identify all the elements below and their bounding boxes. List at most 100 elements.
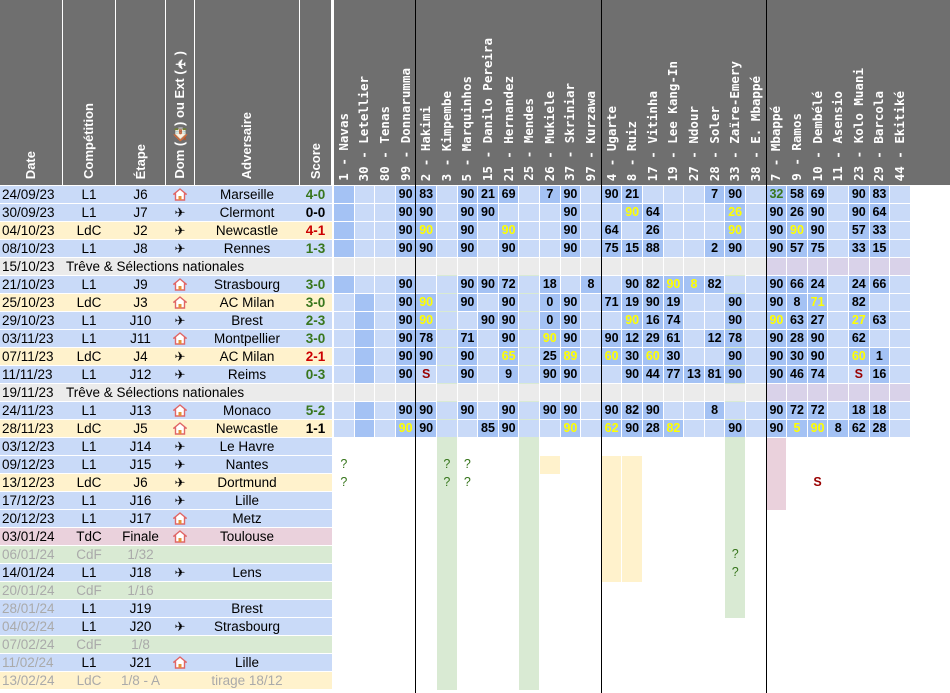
player-cell: 15 — [869, 240, 890, 257]
player-cell — [334, 312, 354, 329]
player-header[interactable]: 23 - Kolo Muani — [849, 0, 869, 185]
match-row[interactable]: 20/01/24 CdF 1/16 — [0, 582, 332, 599]
player-header[interactable]: 1 - Navas — [334, 0, 354, 185]
player-name: 7 - Mbappé — [768, 105, 784, 181]
player-cell — [704, 420, 725, 437]
match-row[interactable]: 09/12/23 L1 J15 ✈ Nantes — [0, 456, 332, 473]
match-row[interactable]: 03/12/23 L1 J14 ✈ Le Havre — [0, 438, 332, 455]
player-header[interactable]: 19 - Lee Kang-In — [663, 0, 684, 185]
player-header[interactable]: 29 - Barcola — [869, 0, 890, 185]
player-header[interactable]: 10 - Dembélé — [807, 0, 828, 185]
player-name: 80 - Tenas — [376, 105, 392, 181]
match-row[interactable]: 14/01/24 L1 J18 ✈ Lens — [0, 564, 332, 581]
row-score: 3-0 — [305, 331, 326, 346]
match-row[interactable]: 04/10/23 LdC J2 ✈ Newcastle 4-1 — [0, 222, 332, 239]
break-cell — [663, 384, 684, 401]
player-cell: 90 — [725, 420, 745, 437]
player-header[interactable]: 25 - Mendes — [519, 0, 539, 185]
player-cell — [519, 402, 539, 419]
match-row[interactable]: 20/12/23 L1 J17 Metz — [0, 510, 332, 527]
player-header[interactable]: 27 - Ndour — [684, 0, 704, 185]
player-cell: 74 — [807, 366, 828, 383]
player-cell — [498, 204, 519, 221]
gap-column — [332, 0, 334, 693]
match-row[interactable]: 30/09/23 L1 J7 ✈ Clermont 0-0 — [0, 204, 332, 221]
player-header[interactable]: 80 - Tenas — [375, 0, 395, 185]
match-row[interactable]: 24/11/23 L1 J13 Monaco 5-2 — [0, 402, 332, 419]
match-row[interactable]: 21/10/23 L1 J9 Strasbourg 3-0 — [0, 276, 332, 293]
player-header[interactable]: 97 - Kurzawa — [581, 0, 601, 185]
row-date: 24/11/23 — [2, 403, 54, 418]
player-cell — [519, 420, 539, 437]
player-cell: 15 — [622, 240, 642, 257]
player-cell — [622, 222, 642, 239]
player-header[interactable]: 4 - Ugarte — [601, 0, 622, 185]
player-cell: 90 — [457, 240, 478, 257]
match-row[interactable]: 28/11/23 LdC J5 Newcastle 1-1 — [0, 420, 332, 437]
match-row[interactable]: 15/10/23 Trêve & Sélections nationales — [0, 258, 332, 275]
player-cell — [746, 240, 766, 257]
player-cell — [684, 240, 704, 257]
player-cell: 90 — [416, 294, 436, 311]
player-header[interactable]: 28 - Soler — [704, 0, 725, 185]
match-row[interactable]: 17/12/23 L1 J16 ✈ Lille — [0, 492, 332, 509]
player-header[interactable]: 5 - Marquinhos — [457, 0, 478, 185]
player-header[interactable]: 9 - Ramos — [787, 0, 807, 185]
player-header[interactable]: 37 - Skriniar — [560, 0, 581, 185]
player-header[interactable]: 38 - E. Mbappé — [746, 0, 766, 185]
row-opponent: Metz — [232, 511, 262, 526]
match-row[interactable]: 06/01/24 CdF 1/32 — [0, 546, 332, 563]
match-row[interactable]: 13/02/24 LdC 1/8 - A tirage 18/12 — [0, 672, 332, 689]
player-cell: 0 — [540, 294, 560, 311]
player-cell: 64 — [869, 204, 890, 221]
player-cell: 18 — [540, 276, 560, 293]
row-competition: L1 — [81, 439, 97, 454]
player-cell: 90 — [560, 204, 581, 221]
row-competition: LdC — [76, 295, 102, 310]
player-header[interactable]: 11 - Asensio — [828, 0, 848, 185]
player-header[interactable]: 15 - Danilo Pereira — [478, 0, 498, 185]
player-cell: 9 — [498, 366, 519, 383]
match-row[interactable]: 07/11/23 LdC J4 ✈ AC Milan 2-1 — [0, 348, 332, 365]
match-row[interactable]: 11/02/24 L1 J21 Lille — [0, 654, 332, 671]
match-row[interactable]: 25/10/23 LdC J3 AC Milan 3-0 — [0, 294, 332, 311]
row-competition: L1 — [81, 187, 97, 202]
match-row[interactable]: 19/11/23 Trêve & Sélections nationales — [0, 384, 332, 401]
match-row[interactable]: 29/10/23 L1 J10 ✈ Brest 2-3 — [0, 312, 332, 329]
match-row[interactable]: 28/01/24 L1 J19 Brest — [0, 600, 332, 617]
match-row[interactable]: 11/11/23 L1 J12 ✈ Reims 0-3 — [0, 366, 332, 383]
player-cell: 90 — [416, 222, 436, 239]
row-opponent — [195, 582, 299, 600]
player-header[interactable]: 8 - Ruiz — [622, 0, 642, 185]
match-row[interactable]: 08/10/23 L1 J8 ✈ Rennes 1-3 — [0, 240, 332, 257]
player-cell: 30 — [787, 348, 807, 365]
player-header[interactable]: 7 - Mbappé — [766, 0, 787, 185]
match-row[interactable]: 03/11/23 L1 J11 Montpellier 3-0 — [0, 330, 332, 347]
player-header[interactable]: 30 - Letellier — [354, 0, 375, 185]
match-row[interactable]: 04/02/24 L1 J20 ✈ Strasbourg — [0, 618, 332, 635]
player-header[interactable]: 17 - Vitinha — [643, 0, 663, 185]
player-header[interactable]: 21 - Hernandez — [498, 0, 519, 185]
player-name: 25 - Mendes — [521, 98, 537, 181]
player-header[interactable]: 44 - Ekitiké — [890, 0, 910, 185]
player-cell: 83 — [416, 186, 436, 203]
row-score — [300, 654, 331, 672]
player-cell — [437, 420, 457, 437]
player-cell: 90 — [416, 312, 436, 329]
player-cell — [478, 366, 498, 383]
match-row[interactable]: 03/01/24 TdC Finale Toulouse — [0, 528, 332, 545]
player-header[interactable]: 33 - Zaïre-Emery — [725, 0, 745, 185]
player-header[interactable]: 99 - Donnarumma — [395, 0, 416, 185]
player-header[interactable]: 26 - Mukiele — [540, 0, 560, 185]
player-cell — [375, 276, 395, 293]
player-header[interactable]: 2 - Hakimi — [416, 0, 436, 185]
player-cell: 90 — [395, 366, 416, 383]
player-header[interactable]: 3 - Kimpembe — [437, 0, 457, 185]
match-row[interactable]: 24/09/23 L1 J6 Marseille 4-0 — [0, 186, 332, 203]
match-row[interactable]: 07/02/24 CdF 1/8 — [0, 636, 332, 653]
match-row[interactable]: 13/12/23 LdC J6 ✈ Dortmund — [0, 474, 332, 491]
player-name: 97 - Kurzawa — [582, 90, 598, 181]
player-cell — [601, 276, 622, 293]
opponent-header-label: Adversaire — [239, 111, 254, 179]
player-name: 37 - Skriniar — [562, 83, 578, 181]
